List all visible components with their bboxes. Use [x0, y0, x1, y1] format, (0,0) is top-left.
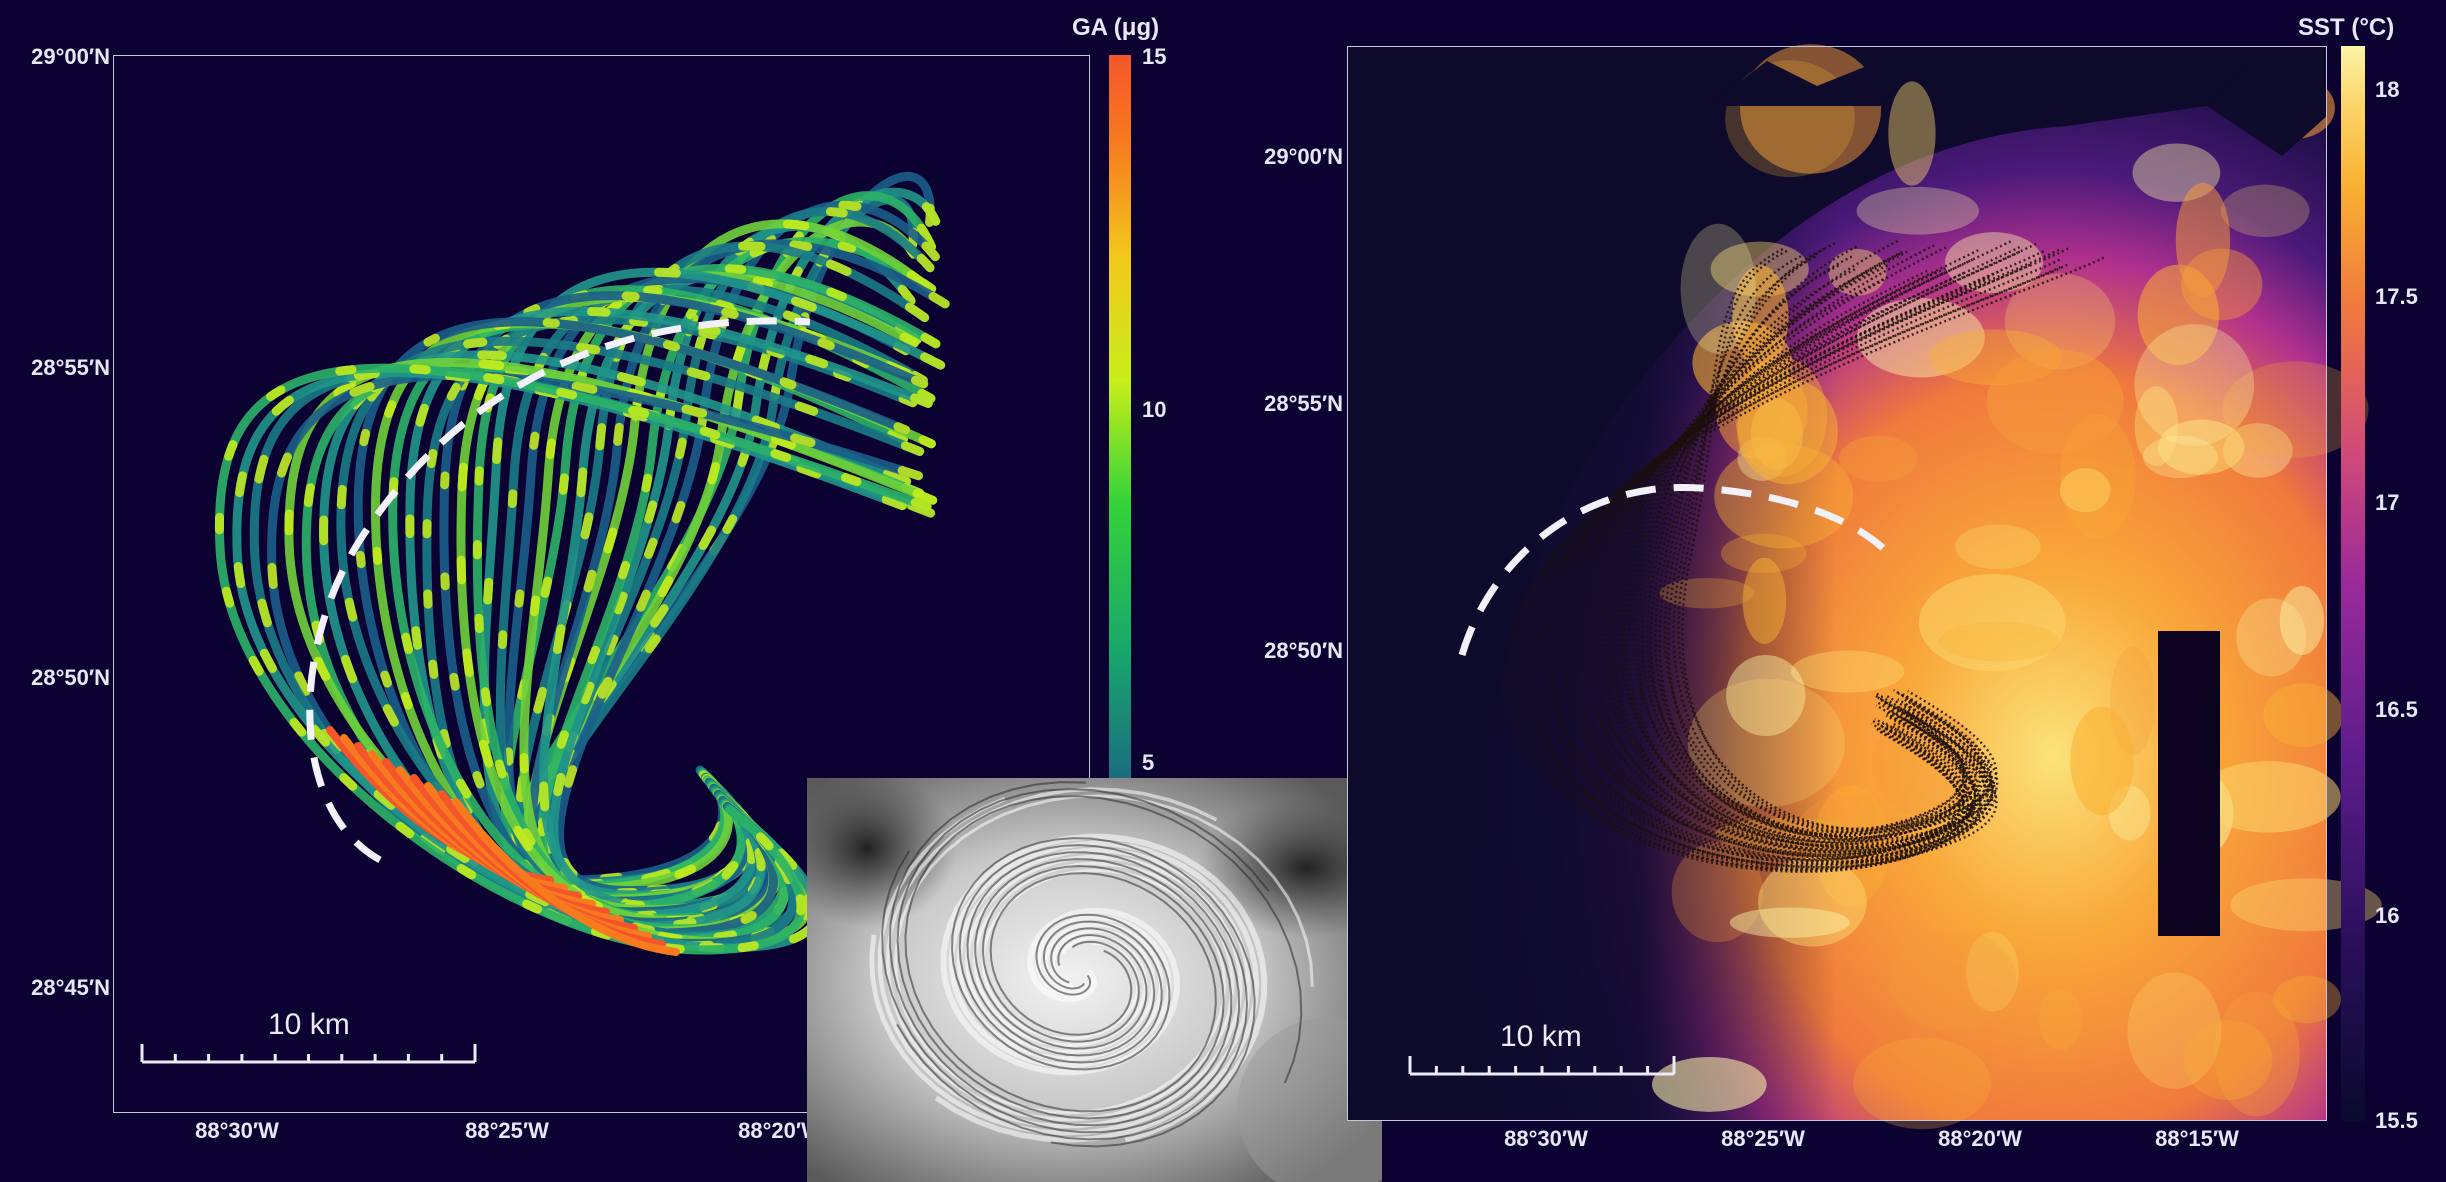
drifter-track — [1523, 265, 2062, 869]
left-colorbar-tick-5: 5 — [1142, 750, 1155, 775]
drifter-track-highlight — [232, 368, 907, 953]
drifter-track-highlight — [500, 264, 941, 913]
left-colorbar-tick-10: 10 — [1142, 397, 1167, 422]
drifter-track — [1609, 250, 1986, 848]
drifter-track — [1527, 258, 2061, 868]
right-scale-bar-label: 10 km — [1500, 1020, 1582, 1053]
right-lat-tick-28-55: 28°55′N — [1264, 391, 1343, 416]
drifter-track — [1577, 271, 1977, 856]
drifter-track — [1600, 244, 1994, 850]
right-colorbar-tick-16: 16 — [2375, 903, 2400, 928]
right-colorbar-tick-17: 17 — [2375, 490, 2400, 515]
left-drifter-tracks — [214, 172, 950, 956]
drifter-track — [1654, 264, 1977, 837]
drifter-track — [1664, 242, 1993, 835]
drifter-track — [1560, 240, 2012, 860]
right-colorbar-tick-18: 18 — [2375, 77, 2400, 102]
drifter-track — [1514, 263, 2068, 871]
left-scale-bar-label: 10 km — [268, 1008, 350, 1041]
drifter-track — [353, 317, 911, 938]
satellite-inset — [807, 778, 1382, 1182]
drifter-track — [1596, 270, 1977, 851]
left-dashed-front — [306, 317, 811, 864]
left-lon-tick-88-30: 88°30′W — [195, 1118, 279, 1143]
drifter-track — [1667, 247, 1966, 834]
drifter-track — [439, 291, 929, 927]
right-sst-raster — [1347, 44, 2382, 1130]
drifter-track — [1546, 250, 2021, 863]
drifter-track — [1555, 246, 2021, 861]
left-lon-tick-88-25: 88°25′W — [465, 1118, 549, 1143]
drifter-track-hot — [452, 798, 680, 956]
left-lat-tick-28-50: 28°50′N — [31, 665, 110, 690]
left-colorbar-title: GA (μg) — [1072, 14, 1160, 41]
drifter-track — [1505, 256, 2105, 873]
drifter-track — [1613, 250, 1966, 847]
drifter-track — [1646, 255, 1992, 839]
right-lon-tick-88-15: 88°15′W — [2155, 1126, 2239, 1151]
right-scale-bar — [1408, 1056, 1676, 1076]
drifter-track — [1623, 239, 1974, 845]
left-map-panel: 29°00′N 28°55′N 28°50′N 28°45′N 88°30′W … — [31, 14, 1167, 1143]
left-colorbar-tick-15: 15 — [1142, 44, 1167, 69]
right-drifter-tracks — [1458, 239, 2105, 873]
drifter-track — [1509, 247, 2069, 872]
right-lon-tick-88-30: 88°30′W — [1504, 1126, 1588, 1151]
drifter-track — [1658, 255, 1965, 836]
drifter-track — [1677, 248, 1998, 831]
right-colorbar-tick-17-5: 17.5 — [2375, 284, 2418, 309]
drifter-track — [1627, 276, 1968, 843]
left-lat-tick-28-45: 28°45′N — [31, 975, 110, 1000]
drifter-track — [1541, 242, 2037, 864]
left-scale-bar — [140, 1044, 477, 1064]
left-map-frame — [113, 55, 1090, 1113]
right-lon-tick-88-25: 88°25′W — [1721, 1126, 1805, 1151]
drifter-track-highlight — [514, 241, 930, 908]
drifter-track-highlight — [336, 336, 925, 940]
drifter-track — [1564, 276, 1990, 859]
drifter-track — [1641, 270, 1988, 840]
right-lat-tick-28-50: 28°50′N — [1264, 638, 1343, 663]
drifter-track — [1591, 246, 1994, 852]
right-map-frame — [1347, 46, 2327, 1121]
left-lat-tick-28-55: 28°55′N — [31, 355, 110, 380]
right-dashed-front — [1458, 483, 1898, 656]
drifter-track — [1587, 267, 1982, 853]
right-colorbar-tick-15-5: 15.5 — [2375, 1108, 2418, 1133]
right-lat-tick-29-00: 29°00′N — [1264, 144, 1343, 169]
right-colorbar — [2341, 46, 2365, 1121]
drifter-track — [214, 363, 932, 955]
drifter-track — [1568, 258, 1977, 858]
left-colorbar — [1109, 55, 1131, 778]
drifter-track — [1582, 270, 1997, 854]
right-colorbar-tick-16-5: 16.5 — [2375, 697, 2418, 722]
right-colorbar-title: SST (°C) — [2298, 14, 2395, 41]
satellite-cyclone-icon — [807, 778, 1382, 1182]
right-lon-tick-88-20: 88°20′W — [1938, 1126, 2022, 1151]
left-lat-tick-29-00: 29°00′N — [31, 44, 110, 69]
drifter-track — [1605, 269, 1990, 849]
right-map-panel: 29°00′N 28°55′N 28°50′N 88°30′W 88°25′W … — [1230, 0, 2446, 1182]
